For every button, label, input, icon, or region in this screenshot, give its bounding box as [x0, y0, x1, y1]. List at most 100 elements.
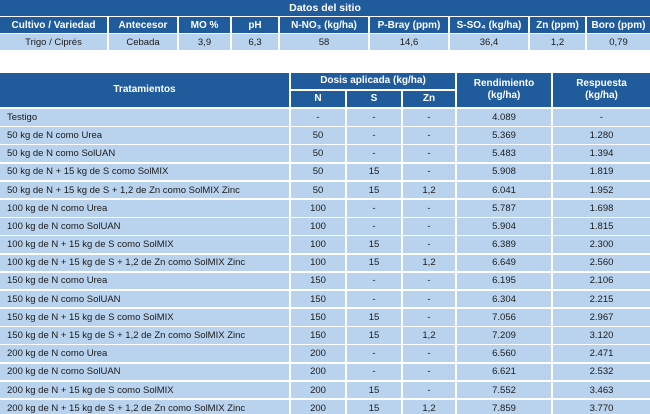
- response-cell: 2.215: [553, 290, 650, 308]
- dose-n-cell: 100: [291, 199, 345, 217]
- site-header-cell: Boro (ppm): [587, 17, 650, 33]
- yield-cell: 5.483: [457, 145, 551, 162]
- site-data-title: Datos del sitio: [0, 0, 650, 16]
- response-cell: 1.952: [553, 181, 650, 199]
- dose-s-cell: -: [347, 109, 401, 126]
- dose-n-cell: 50: [291, 181, 345, 199]
- dose-n-cell: 50: [291, 145, 345, 162]
- table-row: 100 kg de N + 15 kg de S + 1,2 de Zn com…: [0, 254, 650, 272]
- dose-zn-cell: 1,2: [403, 327, 455, 344]
- treatment-name-cell: 50 kg de N + 15 kg de S como SolMIX: [0, 163, 289, 181]
- dose-n-cell: -: [291, 109, 345, 126]
- response-cell: 3.770: [553, 400, 650, 414]
- dose-n-cell: 150: [291, 290, 345, 308]
- dose-s-cell: -: [347, 272, 401, 290]
- dose-n-cell: 200: [291, 400, 345, 414]
- dose-n-cell: 50: [291, 127, 345, 144]
- dose-s-cell: 15: [347, 254, 401, 272]
- table-row: 200 kg de N como SolUAN 200- -6.621 2.532: [0, 363, 650, 381]
- site-header-cell: N-NO₃ (kg/ha): [280, 17, 368, 33]
- site-value-cell: 36,4: [450, 34, 528, 50]
- table-row: 200 kg de N como Urea 200- -6.560 2.471: [0, 345, 650, 363]
- treatments-table: Tratamientos Dosis aplicada (kg/ha) N S …: [0, 73, 650, 414]
- treatments-header: Tratamientos Dosis aplicada (kg/ha) N S …: [0, 73, 650, 107]
- dose-zn-cell: 1,2: [403, 400, 455, 414]
- header-s: S: [347, 91, 401, 107]
- site-value-cell: 0,79: [587, 34, 650, 50]
- dose-zn-cell: -: [403, 163, 455, 181]
- yield-cell: 7.552: [457, 381, 551, 399]
- dose-s-cell: -: [347, 218, 401, 235]
- dose-zn-cell: -: [403, 381, 455, 399]
- dose-s-cell: -: [347, 290, 401, 308]
- response-cell: 3.463: [553, 381, 650, 399]
- site-header-cell: Antecesor: [109, 17, 177, 33]
- table-row: 50 kg de N + 15 kg de S + 1,2 de Zn como…: [0, 181, 650, 199]
- site-header-cell: Zn (ppm): [530, 17, 585, 33]
- dose-n-cell: 200: [291, 381, 345, 399]
- table-row: 150 kg de N + 15 kg de S + 1,2 de Zn com…: [0, 327, 650, 344]
- header-n: N: [291, 91, 345, 107]
- treatment-name-cell: 100 kg de N + 15 kg de S + 1,2 de Zn com…: [0, 254, 289, 272]
- yield-cell: 7.859: [457, 400, 551, 414]
- yield-cell: 5.369: [457, 127, 551, 144]
- dose-s-cell: 15: [347, 236, 401, 253]
- response-cell: 2.560: [553, 254, 650, 272]
- dose-zn-cell: -: [403, 363, 455, 381]
- response-cell: 2.967: [553, 309, 650, 326]
- yield-cell: 7.209: [457, 327, 551, 344]
- response-cell: 2.300: [553, 236, 650, 253]
- header-dosis: Dosis aplicada (kg/ha): [291, 73, 455, 89]
- yield-cell: 6.649: [457, 254, 551, 272]
- treatment-name-cell: 100 kg de N como Urea: [0, 199, 289, 217]
- site-value-cell: Trigo / Ciprés: [0, 34, 107, 50]
- header-zn: Zn: [403, 91, 455, 107]
- header-tratamientos: Tratamientos: [0, 73, 289, 107]
- table-row: 50 kg de N + 15 kg de S como SolMIX 50 15-…: [0, 163, 650, 181]
- dose-s-cell: 15: [347, 327, 401, 344]
- site-value-cell: 6,3: [232, 34, 278, 50]
- dose-zn-cell: -: [403, 127, 455, 144]
- treatments-rows: Testigo - - -4.089-50 kg de N como Urea 50- -…: [0, 109, 650, 414]
- treatment-name-cell: 50 kg de N + 15 kg de S + 1,2 de Zn como…: [0, 181, 289, 199]
- response-cell: 1.819: [553, 163, 650, 181]
- response-cell: 2.106: [553, 272, 650, 290]
- table-row: 150 kg de N como Urea 150- -6.195 2.106: [0, 272, 650, 290]
- dose-zn-cell: -: [403, 109, 455, 126]
- yield-cell: 6.621: [457, 363, 551, 381]
- dose-s-cell: -: [347, 199, 401, 217]
- site-value-cell: 58: [280, 34, 368, 50]
- yield-cell: 7.056: [457, 309, 551, 326]
- header-respuesta: Respuesta (kg/ha): [553, 73, 650, 107]
- treatment-name-cell: 50 kg de N como Urea: [0, 127, 289, 144]
- site-data-table: Datos del sitio Cultivo / Variedad Antec…: [0, 0, 650, 51]
- treatment-name-cell: 200 kg de N + 15 kg de S + 1,2 de Zn com…: [0, 400, 289, 414]
- dose-n-cell: 150: [291, 327, 345, 344]
- yield-cell: 6.041: [457, 181, 551, 199]
- site-header-cell: S-SO₄ (kg/ha): [450, 17, 528, 33]
- table-row: 50 kg de N como SolUAN 50- -5.483 1.394: [0, 145, 650, 162]
- response-cell: 3.120: [553, 327, 650, 344]
- table-row: 50 kg de N como Urea 50- -5.369 1.280: [0, 127, 650, 144]
- table-row: Testigo - - -4.089-: [0, 109, 650, 126]
- site-value-cell: 1,2: [530, 34, 585, 50]
- treatment-name-cell: 200 kg de N como Urea: [0, 345, 289, 363]
- dose-s-cell: 15: [347, 381, 401, 399]
- site-value-cell: 3,9: [179, 34, 230, 50]
- table-row: 100 kg de N como Urea 100- -5.787 1.698: [0, 199, 650, 217]
- response-cell: 1.815: [553, 218, 650, 235]
- table-row: 100 kg de N como SolUAN 100- -5.904 1.815: [0, 218, 650, 235]
- dose-n-cell: 200: [291, 345, 345, 363]
- dose-n-cell: 50: [291, 163, 345, 181]
- dose-zn-cell: 1,2: [403, 254, 455, 272]
- response-cell: 1.394: [553, 145, 650, 162]
- treatment-name-cell: Testigo: [0, 109, 289, 126]
- dose-n-cell: 150: [291, 272, 345, 290]
- site-header-row: Cultivo / Variedad Antecesor MO % pH N-N…: [0, 17, 650, 33]
- site-header-cell: P-Bray (ppm): [370, 17, 448, 33]
- dose-s-cell: -: [347, 127, 401, 144]
- treatment-name-cell: 100 kg de N como SolUAN: [0, 218, 289, 235]
- dose-n-cell: 100: [291, 218, 345, 235]
- dose-zn-cell: -: [403, 145, 455, 162]
